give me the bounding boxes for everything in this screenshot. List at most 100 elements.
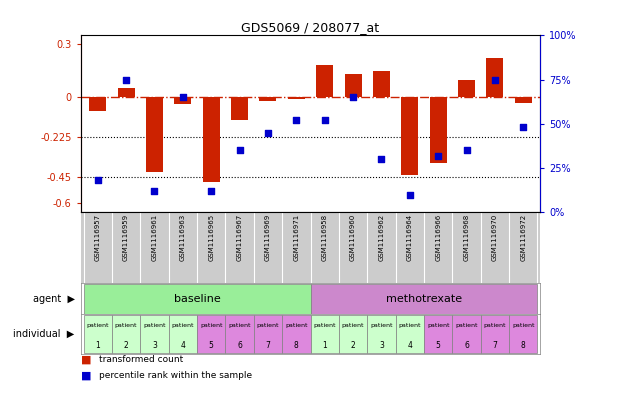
Point [206,188,216,194]
Title: GDS5069 / 208077_at: GDS5069 / 208077_at [242,21,379,34]
Text: 3: 3 [379,341,384,349]
Point [490,76,500,83]
Point [320,117,330,123]
Point [150,188,160,194]
Point [461,147,471,153]
Bar [430,97,446,163]
Text: transformed count: transformed count [99,355,184,364]
Point [235,147,245,153]
Bar [367,315,396,353]
Text: GSM1116962: GSM1116962 [378,214,384,261]
Text: GSM1116959: GSM1116959 [123,214,129,261]
Bar [373,71,390,97]
Text: GSM1116964: GSM1116964 [407,214,413,261]
Text: 2: 2 [124,341,129,349]
Bar [401,97,419,175]
Text: baseline: baseline [174,294,220,304]
Text: 7: 7 [266,341,270,349]
Text: 7: 7 [492,341,497,349]
Text: patient: patient [455,323,478,328]
Text: patient: patient [512,323,535,328]
Point [178,94,188,100]
Bar [310,284,537,314]
Text: 8: 8 [521,341,525,349]
Text: GSM1116970: GSM1116970 [492,214,498,261]
Text: GSM1116957: GSM1116957 [95,214,101,261]
Bar [175,97,191,104]
Text: 6: 6 [237,341,242,349]
Bar [282,315,310,353]
Text: 4: 4 [181,341,185,349]
Text: 3: 3 [152,341,157,349]
Bar [424,315,452,353]
Text: GSM1116966: GSM1116966 [435,214,441,261]
Text: GSM1116965: GSM1116965 [208,214,214,261]
Text: patient: patient [285,323,307,328]
Bar [225,315,254,353]
Text: GSM1116961: GSM1116961 [152,214,158,261]
Bar [112,315,140,353]
Text: patient: patient [484,323,506,328]
Point [519,124,528,130]
Bar [481,315,509,353]
Bar [89,97,106,112]
Text: ■: ■ [81,370,91,380]
Text: patient: patient [427,323,450,328]
Text: individual  ▶: individual ▶ [13,329,75,339]
Text: patient: patient [143,323,166,328]
Text: patient: patient [399,323,421,328]
Text: GSM1116960: GSM1116960 [350,214,356,261]
Bar [260,97,276,101]
Text: patient: patient [115,323,137,328]
Point [263,129,273,136]
Text: 4: 4 [407,341,412,349]
Text: GSM1116963: GSM1116963 [180,214,186,261]
Bar [202,97,220,182]
Text: 6: 6 [464,341,469,349]
Text: 5: 5 [436,341,440,349]
Bar [345,74,361,97]
Text: ■: ■ [81,354,91,365]
Bar [396,315,424,353]
Bar [339,315,367,353]
Bar [146,97,163,171]
Bar [84,315,112,353]
Bar [288,97,305,99]
Bar [452,315,481,353]
Text: GSM1116967: GSM1116967 [237,214,243,261]
Text: patient: patient [229,323,251,328]
Bar [316,65,333,97]
Bar [117,88,135,97]
Text: patient: patient [256,323,279,328]
Text: GSM1116958: GSM1116958 [322,214,328,261]
Text: 1: 1 [96,341,100,349]
Text: GSM1116968: GSM1116968 [463,214,469,261]
Bar [515,97,532,103]
Text: patient: patient [171,323,194,328]
Point [291,117,301,123]
Text: GSM1116972: GSM1116972 [520,214,526,261]
Text: 8: 8 [294,341,299,349]
Point [405,191,415,198]
Text: 2: 2 [351,341,355,349]
Bar [169,315,197,353]
Text: GSM1116969: GSM1116969 [265,214,271,261]
Bar [310,315,339,353]
Point [433,152,443,159]
Text: agent  ▶: agent ▶ [32,294,75,304]
Bar [231,97,248,120]
Point [348,94,358,100]
Text: percentile rank within the sample: percentile rank within the sample [99,371,253,380]
Bar [140,315,169,353]
Bar [509,315,537,353]
Point [121,76,131,83]
Bar [84,284,310,314]
Text: 5: 5 [209,341,214,349]
Text: methotrexate: methotrexate [386,294,462,304]
Text: patient: patient [200,323,222,328]
Text: GSM1116971: GSM1116971 [293,214,299,261]
Text: patient: patient [370,323,392,328]
Bar [197,315,225,353]
Bar [486,58,504,97]
Point [93,177,102,184]
